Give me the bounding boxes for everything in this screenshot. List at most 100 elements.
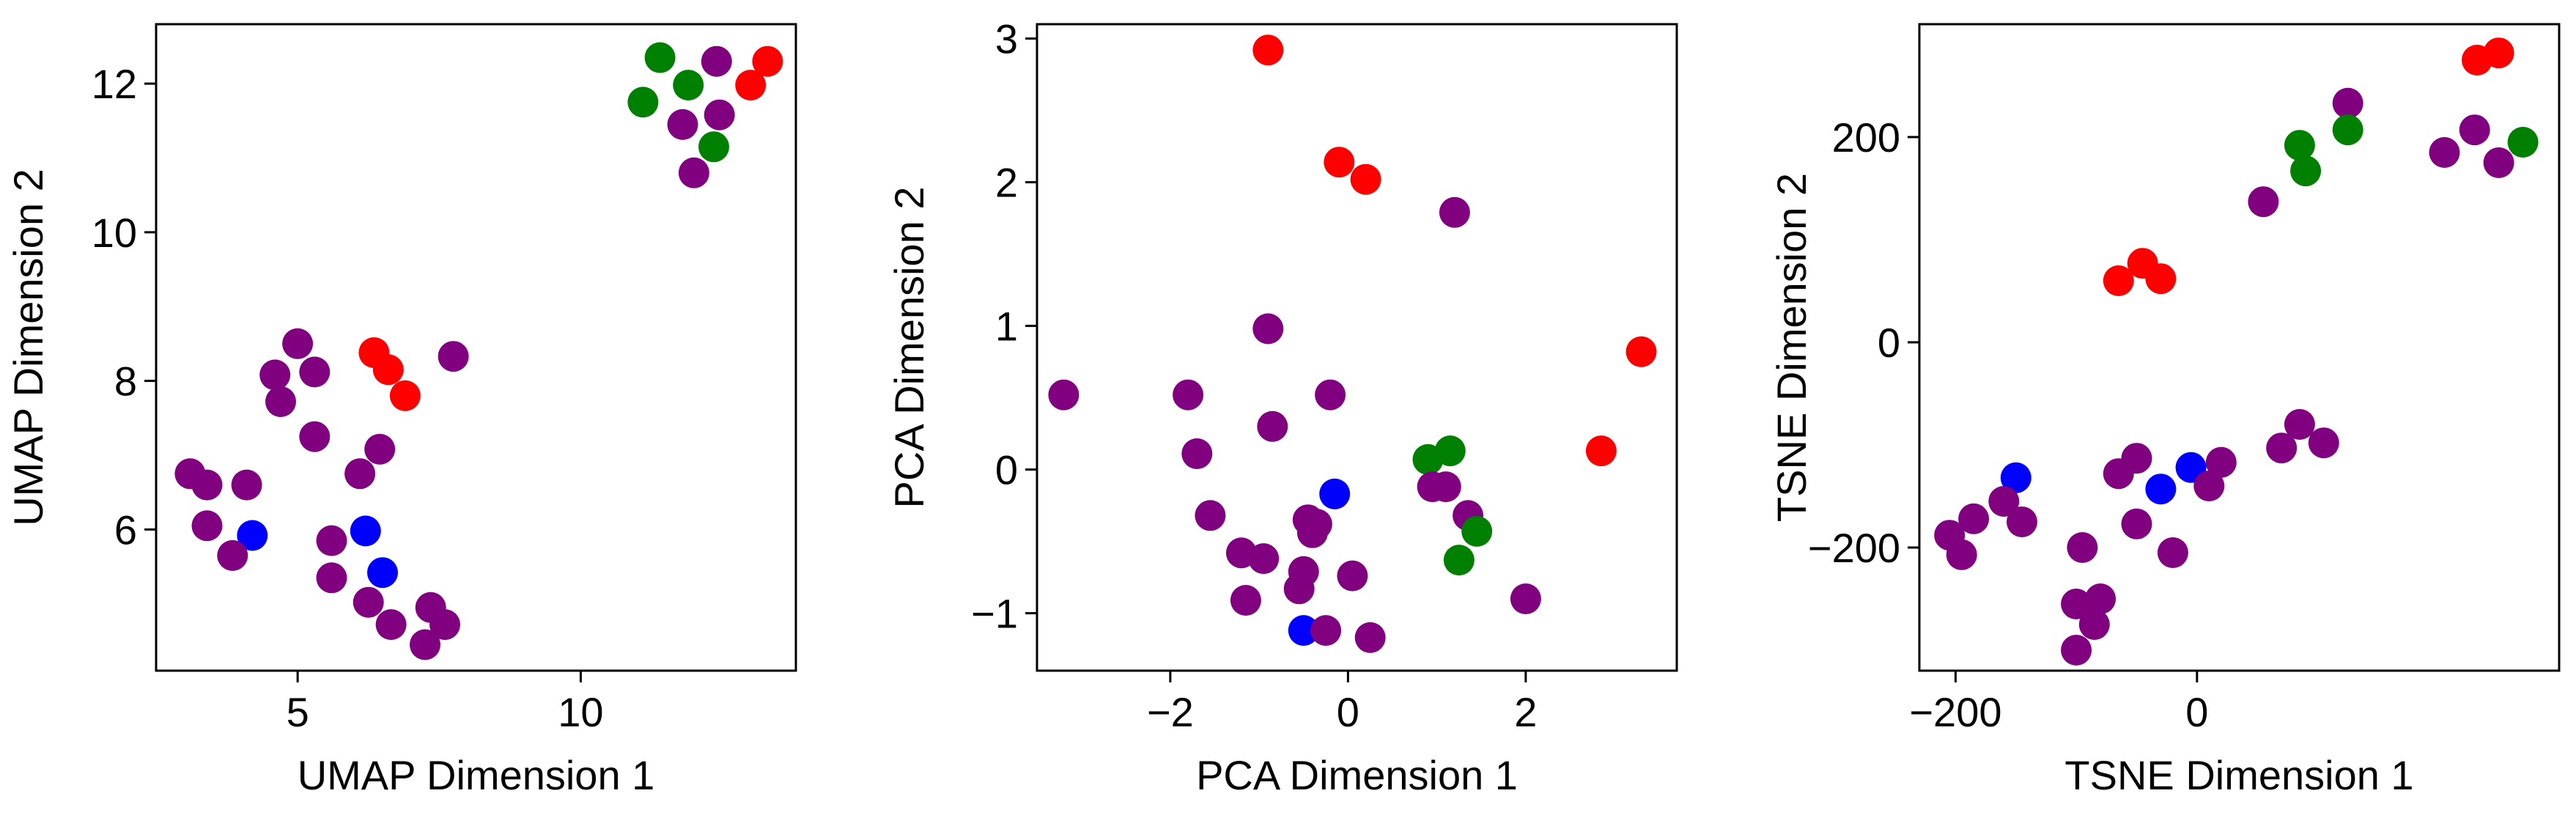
tsne-point-purple [2483, 147, 2514, 178]
umap-point-purple [316, 562, 347, 594]
pca-point-red [1625, 336, 1657, 367]
pca-point-blue [1319, 478, 1351, 509]
tsne-point-purple [2193, 471, 2225, 501]
pca-y-tick-label: 3 [995, 16, 1018, 62]
pca-point-purple [1439, 196, 1470, 228]
umap-point-purple [678, 157, 709, 188]
pca-plot-frame [1036, 23, 1678, 672]
tsne-point-purple [2103, 458, 2134, 490]
tsne-x-tick-label: 0 [2185, 689, 2208, 735]
tsne-point-purple [2332, 87, 2363, 119]
tsne-point-purple [1988, 486, 2020, 517]
pca-point-blue [1288, 615, 1319, 646]
pca-point-purple [1230, 585, 1261, 616]
tsne-x-tick-label: −200 [1909, 689, 2001, 735]
umap-point-purple [282, 328, 314, 359]
pca-point-purple [1315, 379, 1346, 410]
pca-point-purple [1430, 471, 1461, 503]
umap-y-tick-label: 6 [114, 506, 137, 553]
pca-x-tick-label: 0 [1337, 689, 1359, 735]
umap-point-blue [237, 520, 268, 551]
umap-point-purple [344, 458, 376, 490]
umap-point-purple [299, 421, 331, 452]
tsne-point-purple [2308, 427, 2339, 459]
pca-x-axis-label: PCA Dimension 1 [1196, 752, 1518, 798]
pca-point-purple [1310, 615, 1342, 646]
umap-y-axis-label: UMAP Dimension 2 [5, 169, 51, 526]
umap-x-tick-label: 5 [287, 689, 309, 735]
umap-y-tick-label: 10 [92, 210, 137, 256]
tsne-point-purple [2121, 508, 2152, 539]
tsne-point-purple [2266, 432, 2298, 464]
tsne-point-red [2462, 45, 2492, 75]
pca-point-purple [1510, 583, 1541, 614]
tsne-x-axis-label: TSNE Dimension 1 [2064, 752, 2413, 798]
umap-point-purple [217, 539, 248, 571]
umap-point-purple [704, 99, 735, 130]
tsne-point-purple [2459, 114, 2490, 146]
pca-point-purple [1257, 410, 1288, 442]
umap-point-blue [367, 557, 398, 589]
umap-point-red [752, 45, 783, 77]
tsne-point-blue [2145, 474, 2177, 505]
tsne-point-purple [2248, 186, 2279, 218]
tsne-point-red [2145, 263, 2177, 295]
tsne-point-blue [2000, 462, 2031, 493]
umap-point-red [389, 380, 421, 411]
tsne-point-red [2103, 265, 2134, 296]
pca-point-purple [1048, 379, 1080, 410]
tsne-y-tick-label: 0 [1878, 320, 1900, 366]
umap-x-tick-label: 10 [558, 689, 603, 735]
tsne-point-green [2290, 155, 2322, 187]
tsne-point-purple [2067, 532, 2098, 563]
tsne-point-purple [2078, 609, 2110, 640]
umap-point-red [372, 354, 404, 386]
pca-point-purple [1296, 517, 1328, 548]
tsne-point-green [2332, 114, 2363, 146]
umap-point-purple [410, 629, 440, 660]
tsne-point-purple [1946, 539, 1977, 570]
pca-point-green [1461, 515, 1493, 547]
umap-y-tick-label: 12 [92, 61, 137, 107]
umap-point-green [627, 86, 659, 118]
umap-plot-frame [155, 23, 797, 672]
pca-x-tick-label: −2 [1147, 689, 1194, 735]
pca-panel: −2 0 2 −1 0 1 2 3 PCA Dimension 1 PCA Dimension 2 [886, 16, 1678, 798]
umap-point-green [644, 42, 676, 73]
pca-point-purple [1181, 438, 1213, 469]
umap-point-red [735, 70, 767, 101]
umap-point-purple [259, 359, 291, 391]
umap-point-green [673, 70, 704, 101]
tsne-point-purple [2061, 635, 2092, 666]
pca-point-purple [1337, 560, 1368, 592]
tsne-point-purple [1958, 503, 1990, 534]
tsne-plot-frame [1918, 23, 2561, 672]
pca-point-purple [1173, 379, 1204, 410]
umap-point-purple [353, 586, 384, 618]
tsne-y-tick-label: −200 [1808, 525, 1900, 571]
tsne-y-axis-label: TSNE Dimension 2 [1768, 173, 1815, 522]
pca-y-axis-label: PCA Dimension 2 [886, 187, 932, 509]
pca-point-red [1252, 34, 1284, 66]
umap-point-purple [316, 525, 347, 556]
pca-x-tick-label: 2 [1514, 689, 1537, 735]
pca-point-red [1585, 435, 1617, 467]
tsne-point-green [2507, 127, 2539, 158]
pca-y-tick-label: 1 [995, 303, 1018, 350]
umap-point-green [698, 131, 729, 163]
pca-point-red [1324, 147, 1355, 178]
umap-point-blue [350, 515, 381, 547]
umap-panel: 5 10 6 8 10 12 UMAP Dimension 1 UMAP Dimension … [5, 23, 797, 798]
pca-point-purple [1354, 622, 1386, 653]
pca-y-tick-label: 2 [995, 160, 1018, 206]
pca-point-red [1350, 163, 1381, 195]
umap-point-purple [667, 108, 698, 140]
pca-point-green [1412, 443, 1444, 475]
tsne-point-green [2284, 130, 2315, 161]
pca-point-purple [1248, 543, 1280, 575]
pca-point-green [1443, 545, 1475, 576]
tsne-panel: −200 0 −200 0 200 TSNE Dimension 1 TSNE Dimens… [1768, 23, 2561, 798]
tsne-point-purple [2007, 506, 2037, 537]
pca-y-tick-label: −1 [971, 591, 1018, 637]
